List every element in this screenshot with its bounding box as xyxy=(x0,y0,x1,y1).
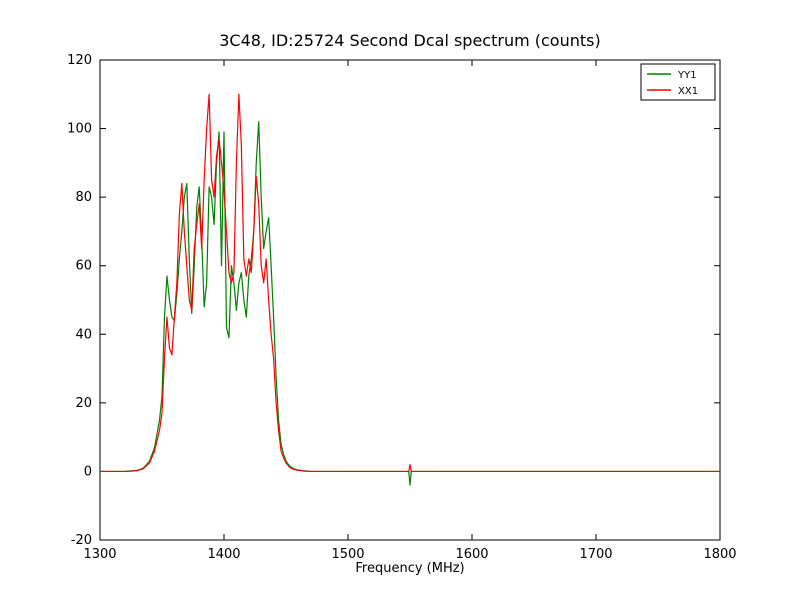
y-tick-label: -20 xyxy=(71,533,92,548)
legend-item-xx1: XX1 xyxy=(647,86,698,97)
y-tick-label: 40 xyxy=(75,327,92,342)
x-tick-label: 1500 xyxy=(331,547,364,562)
y-tick-label: 100 xyxy=(67,122,92,137)
y-tick-label: 120 xyxy=(67,53,92,68)
x-tick-label: 1600 xyxy=(455,547,488,562)
legend-box xyxy=(640,63,716,101)
x-tick-label: 1700 xyxy=(579,547,612,562)
legend-label-xx1: XX1 xyxy=(678,86,698,97)
y-tick-label: 60 xyxy=(75,259,92,274)
x-axis-label: Frequency (MHz) xyxy=(355,561,464,576)
legend: YY1 XX1 xyxy=(640,63,716,101)
x-tick-label: 1300 xyxy=(83,547,116,562)
y-tick-label: 0 xyxy=(84,464,92,479)
axis-ticks: 1300 1400 1500 1600 1700 1800 -20 0 20 40 60 80 100 1… xyxy=(67,53,736,562)
x-tick-label: 1400 xyxy=(207,547,240,562)
chart-title: 3C48, ID:25724 Second Dcal spectrum (cou… xyxy=(219,31,600,50)
series-line-xx1 xyxy=(100,93,720,473)
y-tick-label: 80 xyxy=(75,190,92,205)
legend-item-yy1: YY1 xyxy=(647,70,697,81)
legend-label-yy1: YY1 xyxy=(677,70,697,81)
data-series xyxy=(100,93,720,486)
y-tick-label: 20 xyxy=(75,396,92,411)
x-tick-label: 1800 xyxy=(703,547,736,562)
